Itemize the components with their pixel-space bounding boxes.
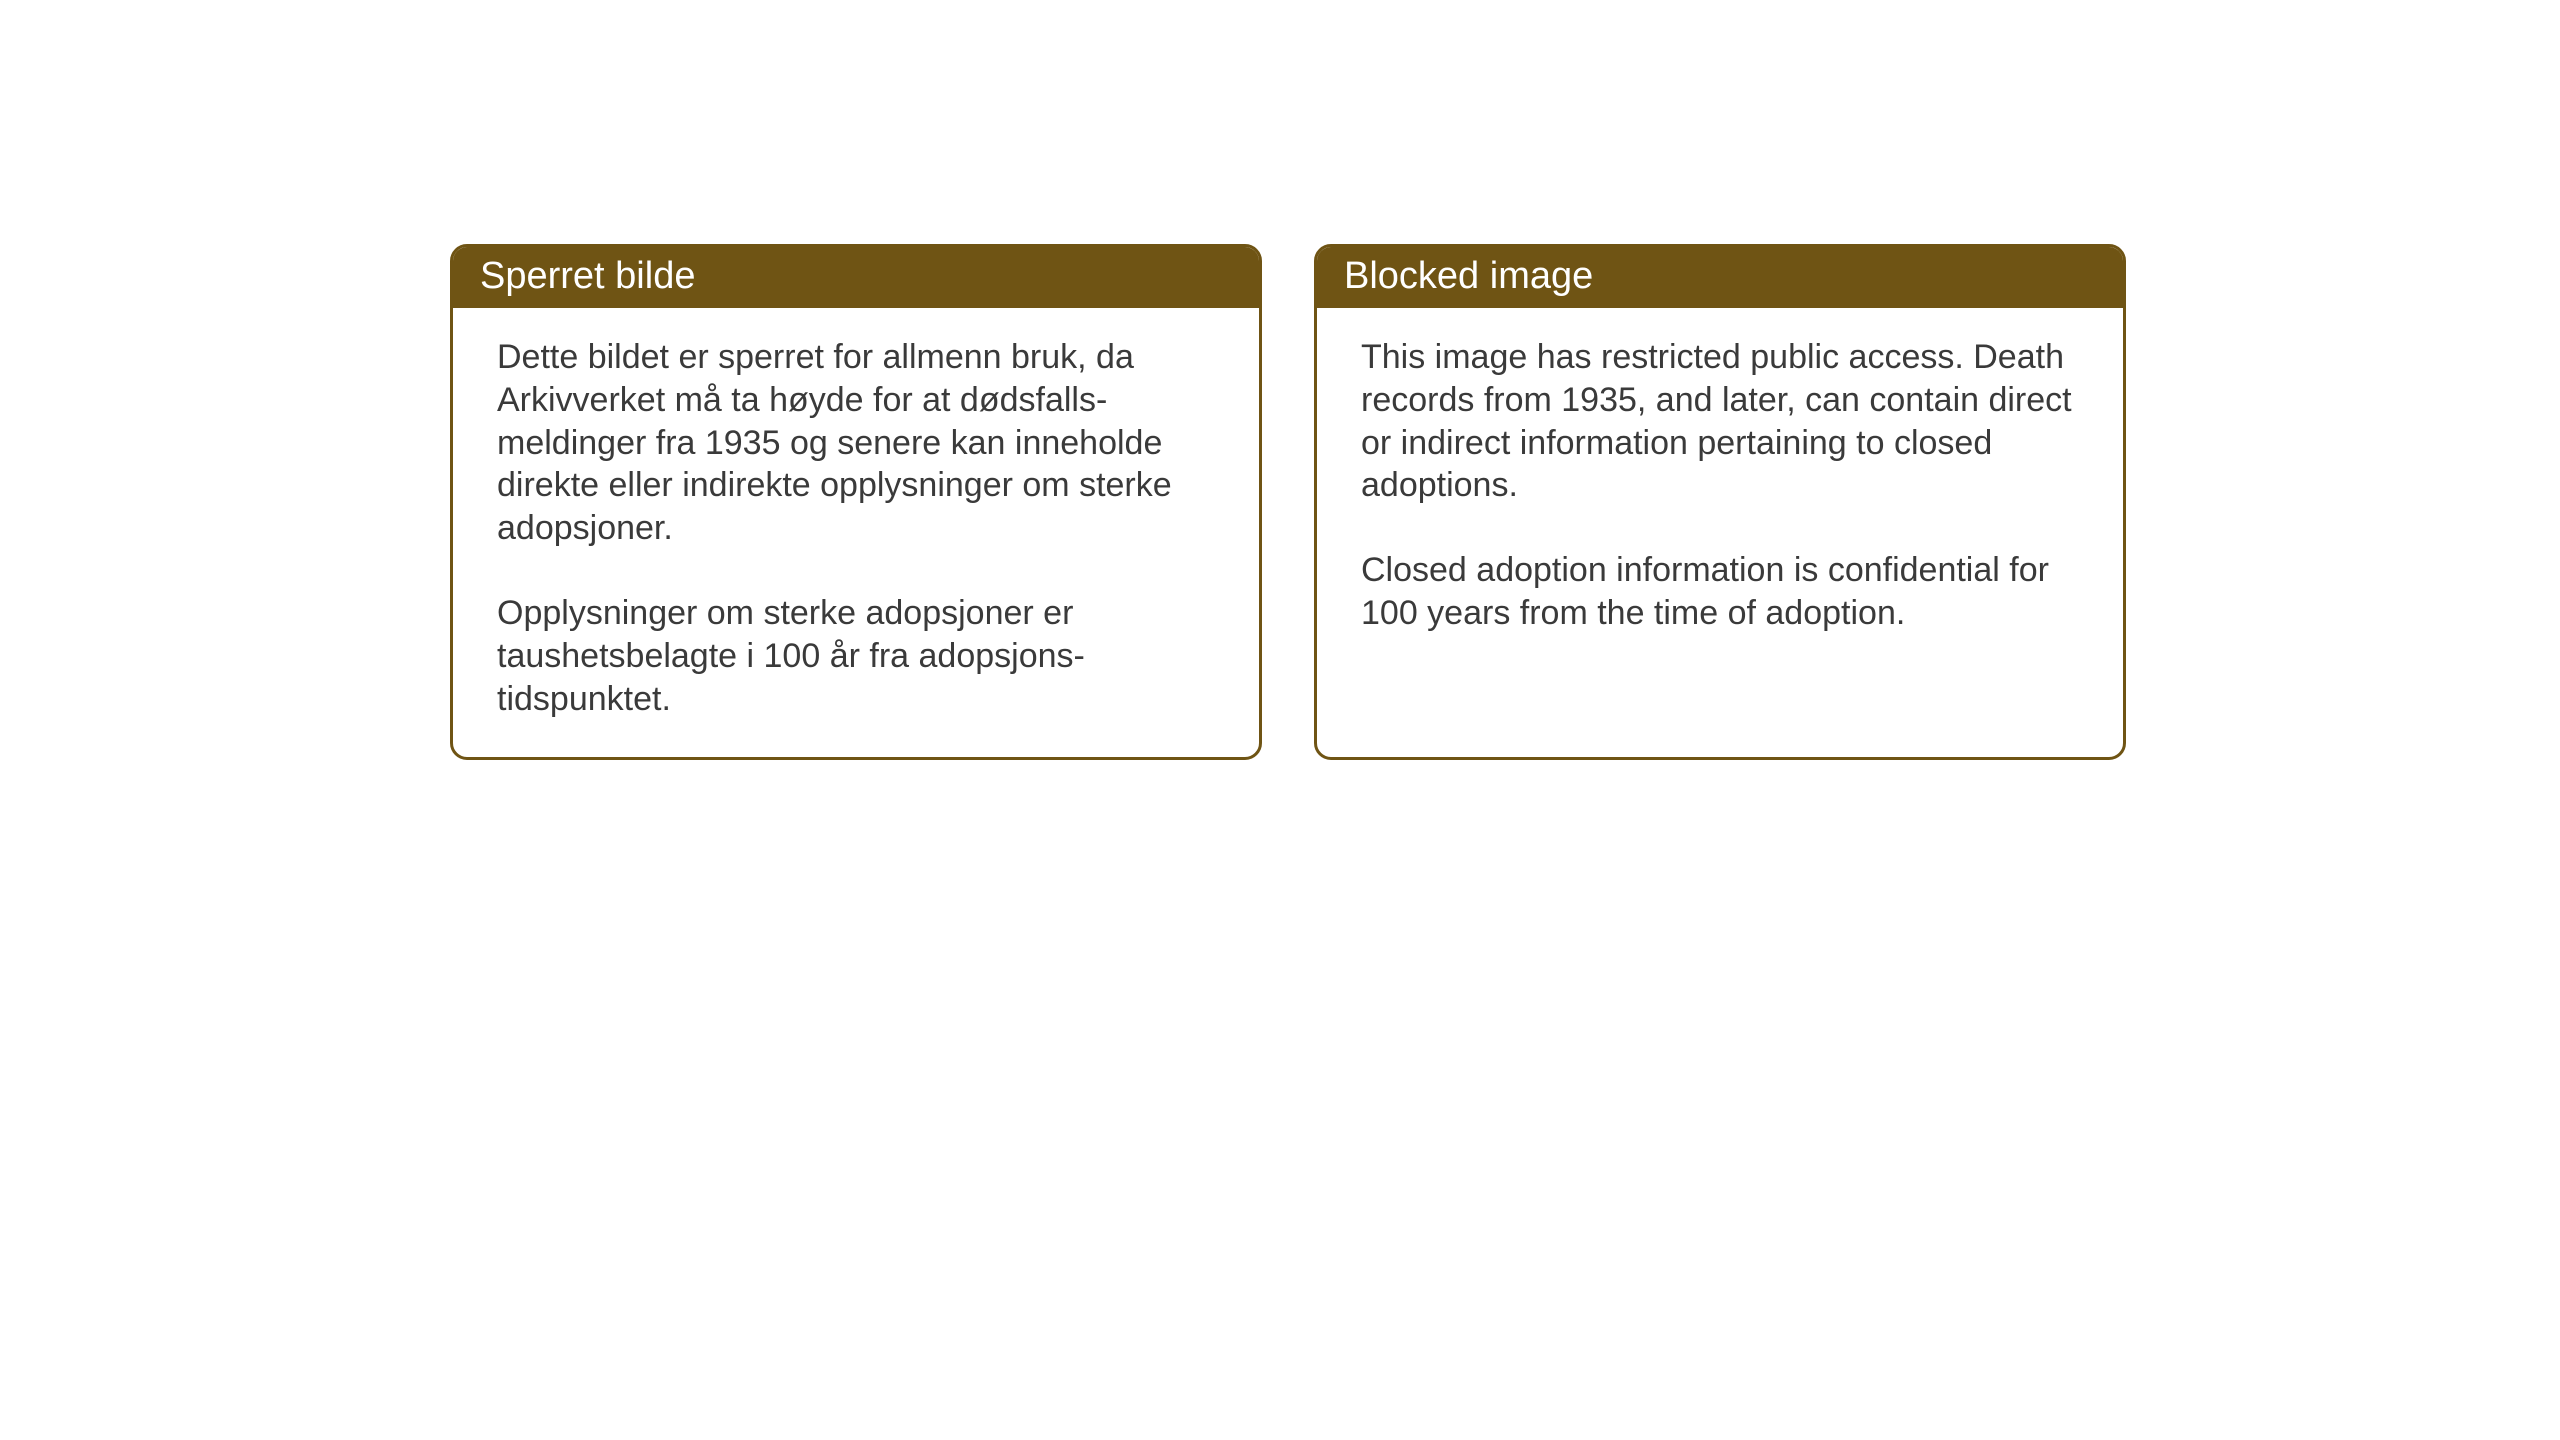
card-body-norwegian: Dette bildet er sperret for allmenn bruk… bbox=[453, 308, 1259, 757]
card-paragraph-1-no: Dette bildet er sperret for allmenn bruk… bbox=[497, 336, 1219, 550]
card-english: Blocked image This image has restricted … bbox=[1314, 244, 2126, 760]
card-norwegian: Sperret bilde Dette bildet er sperret fo… bbox=[450, 244, 1262, 760]
card-paragraph-2-en: Closed adoption information is confident… bbox=[1361, 549, 2083, 635]
card-body-english: This image has restricted public access.… bbox=[1317, 308, 2123, 671]
card-paragraph-2-no: Opplysninger om sterke adopsjoner er tau… bbox=[497, 592, 1219, 720]
notice-container: Sperret bilde Dette bildet er sperret fo… bbox=[450, 244, 2126, 760]
card-title-english: Blocked image bbox=[1317, 247, 2123, 308]
card-paragraph-1-en: This image has restricted public access.… bbox=[1361, 336, 2083, 507]
card-title-norwegian: Sperret bilde bbox=[453, 247, 1259, 308]
